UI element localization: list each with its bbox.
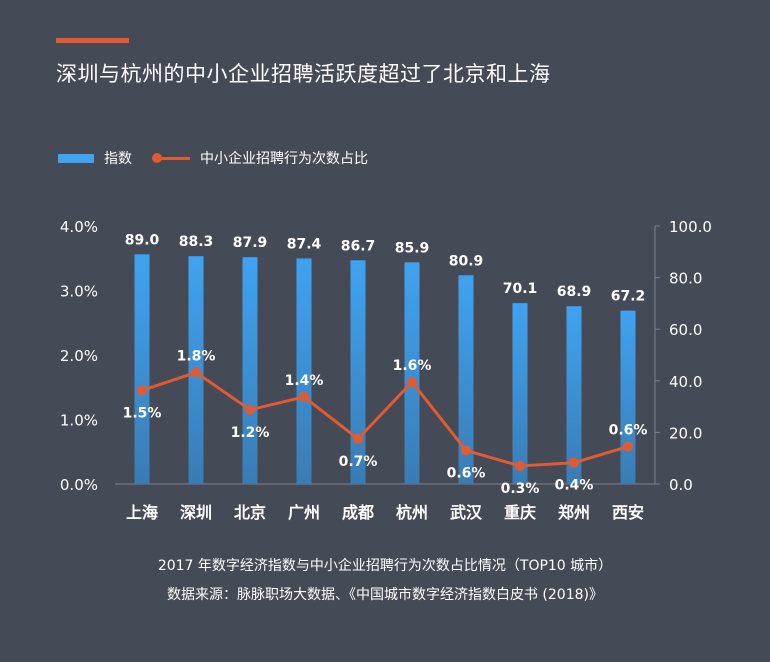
line-point-广州 (299, 391, 309, 402)
bar-郑州 (566, 306, 582, 484)
line-point-西安 (623, 441, 633, 452)
axes-layer: 0.0% 1.0% 2.0% 3.0% 4.0% 0.0 20.0 40.0 60.0 80.0 1… (60, 218, 712, 522)
line-value-label: 0.6% (609, 423, 648, 439)
x-axis-category-label: 深圳 (180, 503, 212, 522)
line-value-label: 1.2% (231, 425, 270, 441)
x-axis-category-label: 上海 (126, 503, 158, 522)
x-axis-category-label: 成都 (342, 503, 374, 522)
right-axis-tick-label: 20.0 (669, 424, 702, 442)
data-source: 数据来源：脉脉职场大数据、《中国城市数字经济指数白皮书 (2018)》 (166, 587, 603, 603)
line-value-label: 1.6% (393, 358, 432, 374)
x-axis-category-label: 广州 (288, 503, 320, 522)
bar-value-label: 67.2 (611, 289, 646, 305)
right-axis-tick-label: 40.0 (669, 373, 702, 391)
left-axis-tick-label: 3.0% (60, 283, 98, 301)
bar-武汉 (458, 275, 474, 484)
line-value-label: 0.7% (339, 454, 378, 470)
x-axis-category-label: 北京 (234, 503, 266, 522)
bar-value-label: 85.9 (395, 240, 430, 256)
labels-layer: 89.0 88.3 87.9 87.4 86.7 85.9 80.9 70.1 68.9 67.2… (123, 232, 648, 497)
line-value-label: 1.8% (177, 348, 216, 364)
line-value-label: 0.3% (501, 481, 540, 497)
left-axis-tick-label: 4.0% (60, 218, 98, 236)
right-axis-tick-label: 80.0 (669, 270, 702, 288)
line-point-成都 (353, 433, 363, 444)
chart-caption: 2017 年数字经济指数与中小企业招聘行为次数占比情况（TOP10 城市） (157, 558, 613, 574)
line-series-path (141, 370, 629, 468)
line-value-label: 1.5% (123, 405, 162, 421)
line-layer (137, 367, 633, 471)
line-point-重庆 (515, 460, 525, 471)
right-axis-tick-label: 0.0 (669, 476, 693, 494)
line-point-武汉 (461, 445, 471, 456)
bar-value-label: 87.4 (287, 237, 322, 253)
line-point-北京 (245, 404, 255, 415)
legend-line-swatch (152, 152, 190, 163)
left-axis-tick-label: 1.0% (60, 412, 98, 430)
title-accent-bar (56, 38, 129, 43)
bar-西安 (620, 310, 636, 484)
legend-bar-label: 指数 (104, 151, 132, 167)
line-point-上海 (137, 385, 147, 396)
x-axis-category-label: 武汉 (450, 503, 483, 522)
bar-成都 (350, 260, 366, 484)
line-value-label: 0.4% (555, 478, 594, 494)
bar-上海 (134, 254, 150, 484)
bar-value-label: 86.7 (341, 238, 376, 254)
x-axis-category-label: 西安 (612, 503, 644, 522)
bar-北京 (242, 257, 258, 484)
bar-广州 (296, 258, 312, 484)
line-point-郑州 (569, 457, 579, 468)
right-axis-tick-label: 100.0 (669, 218, 712, 236)
right-axis-tick-label: 60.0 (669, 321, 702, 339)
chart-legend: 指数 中小企业招聘行为次数占比 (58, 148, 368, 168)
bar-杭州 (404, 262, 420, 484)
legend-line-label: 中小企业招聘行为次数占比 (200, 151, 368, 167)
bar-value-label: 70.1 (503, 281, 538, 297)
line-value-label: 1.4% (285, 373, 324, 389)
x-axis-category-label: 郑州 (558, 503, 590, 522)
bars-layer (134, 254, 636, 484)
chart-title: 深圳与杭州的中小企业招聘活跃度超过了北京和上海 (56, 62, 551, 86)
left-axis-tick-label: 0.0% (60, 476, 98, 494)
bar-value-label: 80.9 (449, 253, 484, 269)
line-value-label: 0.6% (447, 465, 486, 481)
legend-bar-swatch (58, 153, 94, 163)
bar-value-label: 68.9 (557, 284, 592, 300)
line-point-深圳 (191, 367, 201, 378)
x-axis-category-label: 杭州 (396, 503, 428, 522)
x-axis-category-label: 重庆 (504, 503, 536, 522)
bar-value-label: 88.3 (179, 234, 214, 250)
line-point-杭州 (407, 377, 417, 388)
left-axis-tick-label: 2.0% (60, 347, 98, 365)
bar-value-label: 89.0 (125, 232, 160, 248)
bar-value-label: 87.9 (233, 235, 268, 251)
bar-重庆 (512, 303, 528, 484)
